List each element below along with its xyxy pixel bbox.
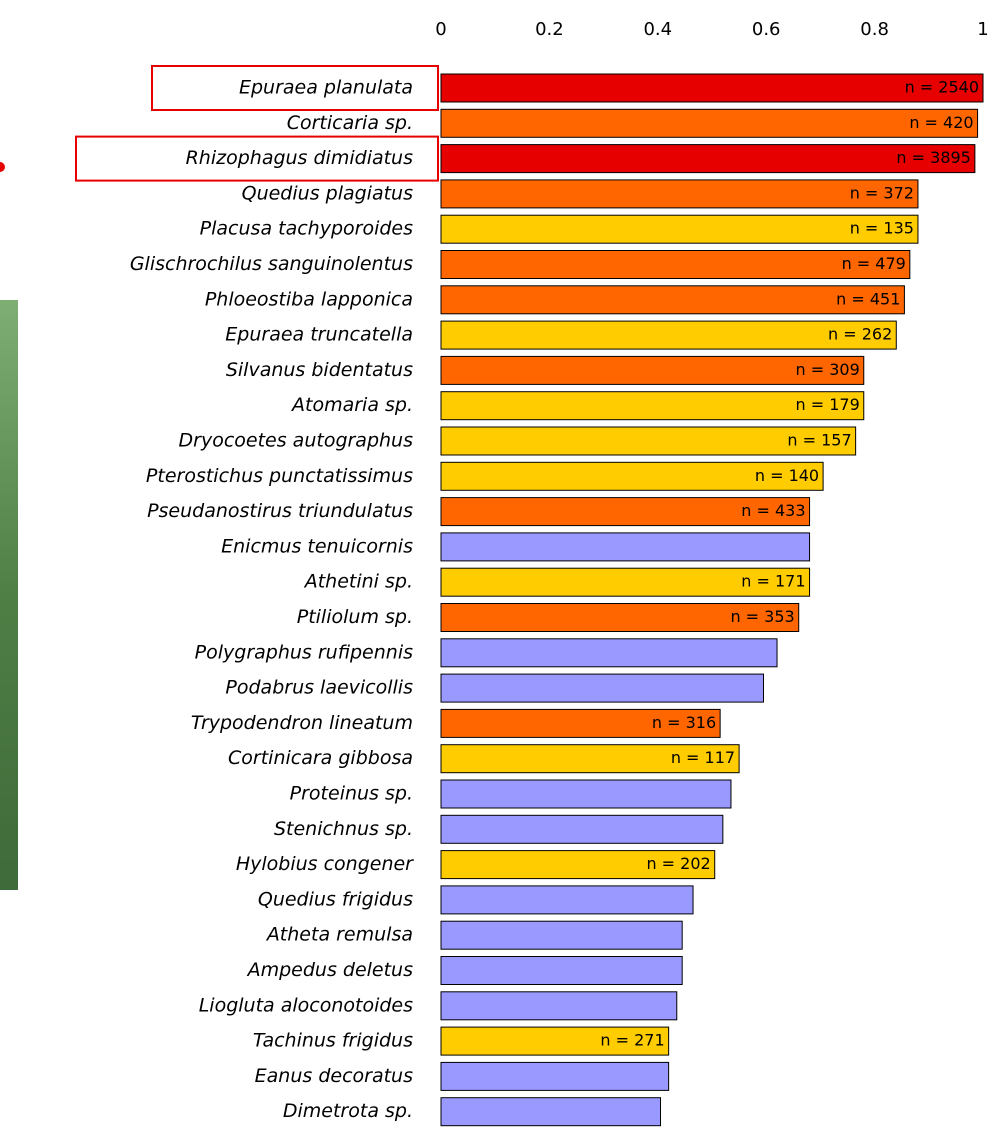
y-tick-label: Placusa tachyporoides bbox=[200, 218, 413, 240]
bar-annotation: n = 271 bbox=[600, 1031, 664, 1050]
bar bbox=[440, 920, 683, 950]
y-tick-label: Enicmus tenuicornis bbox=[221, 535, 413, 557]
bar bbox=[440, 355, 865, 385]
bar-annotation: n = 202 bbox=[646, 854, 710, 873]
y-tick-label: Pseudanostirus triundulatus bbox=[147, 500, 413, 522]
y-tick-label: Quedius plagiatus bbox=[242, 182, 413, 204]
bar-annotation: n = 451 bbox=[836, 289, 900, 308]
bar bbox=[440, 1026, 670, 1056]
y-tick-label: Polygraphus rufipennis bbox=[195, 641, 413, 663]
bar bbox=[440, 532, 811, 562]
x-tick-label: 0.2 bbox=[535, 19, 564, 40]
bar bbox=[440, 991, 678, 1021]
y-tick-label: Ptiliolum sp. bbox=[297, 606, 413, 628]
bar bbox=[440, 708, 721, 738]
y-tick-label: Athetini sp. bbox=[303, 571, 413, 593]
highlight-box bbox=[151, 65, 439, 111]
y-tick-label: Dryocoetes autographus bbox=[179, 430, 414, 452]
bar-annotation: n = 135 bbox=[850, 219, 914, 238]
bar-annotation: n = 117 bbox=[671, 748, 735, 767]
y-tick-label: Ampedus deletus bbox=[246, 959, 414, 981]
bar bbox=[440, 1061, 670, 1091]
bar bbox=[440, 285, 905, 315]
bar bbox=[440, 673, 764, 703]
y-tick-label: Epuraea truncatella bbox=[225, 324, 413, 346]
bar bbox=[440, 956, 683, 985]
highlight-box bbox=[75, 135, 439, 182]
marker-dot bbox=[0, 162, 5, 172]
bar-annotation: n = 171 bbox=[741, 572, 805, 591]
bar-annotation: n = 309 bbox=[795, 360, 859, 379]
y-tick-label: Cortinicara gibbosa bbox=[228, 747, 413, 769]
bar-annotation: n = 372 bbox=[850, 183, 914, 202]
bar-annotation: n = 420 bbox=[909, 113, 973, 132]
bar-annotation: n = 179 bbox=[795, 395, 859, 414]
bar bbox=[440, 391, 865, 421]
y-tick-label: Pterostichus punctatissimus bbox=[146, 465, 413, 487]
bar bbox=[440, 814, 724, 844]
bar bbox=[440, 850, 716, 880]
y-tick-label: Podabrus laevicollis bbox=[225, 677, 413, 699]
y-tick-label: Quedius frigidus bbox=[258, 888, 413, 910]
y-tick-label: Epuraea planulata bbox=[239, 77, 413, 99]
bar-annotation: n = 353 bbox=[730, 607, 794, 626]
bar bbox=[440, 250, 911, 279]
x-tick-label: 0.6 bbox=[752, 19, 781, 40]
bar bbox=[440, 461, 824, 491]
bar bbox=[440, 744, 740, 774]
y-tick-label: Phloeostiba lapponica bbox=[205, 288, 413, 310]
bar bbox=[440, 320, 897, 350]
bar bbox=[440, 73, 984, 103]
bar bbox=[440, 497, 811, 527]
bar-annotation: n = 140 bbox=[755, 466, 819, 485]
bar-annotation: n = 433 bbox=[741, 501, 805, 520]
bar-annotation: n = 479 bbox=[842, 254, 906, 273]
x-tick-label: 0.4 bbox=[643, 19, 672, 40]
x-tick-label: 0.8 bbox=[860, 19, 889, 40]
bar-annotation: n = 262 bbox=[828, 325, 892, 344]
y-tick-label: Rhizophagus dimidiatus bbox=[186, 147, 414, 169]
bar-annotation: n = 3895 bbox=[896, 148, 970, 167]
background-photo bbox=[0, 300, 18, 890]
y-tick-label: Tachinus frigidus bbox=[253, 1030, 413, 1052]
y-tick-label: Corticaria sp. bbox=[287, 112, 413, 134]
y-tick-label: Hylobius congener bbox=[236, 853, 414, 875]
bar bbox=[440, 885, 694, 915]
bar bbox=[440, 567, 811, 597]
bar-annotation: n = 2540 bbox=[905, 78, 979, 97]
bar bbox=[440, 214, 919, 244]
y-tick-label: Eanus decoratus bbox=[255, 1065, 413, 1087]
y-tick-label: Stenichnus sp. bbox=[274, 818, 413, 840]
y-tick-label: Atomaria sp. bbox=[290, 394, 413, 416]
y-tick-label: Liogluta aloconotoides bbox=[199, 994, 413, 1016]
bar bbox=[440, 603, 800, 632]
y-tick-label: Proteinus sp. bbox=[290, 783, 413, 805]
bar bbox=[440, 144, 976, 174]
y-tick-label: Atheta remulsa bbox=[265, 924, 413, 946]
bar-annotation: n = 316 bbox=[652, 713, 716, 732]
y-tick-label: Dimetrota sp. bbox=[283, 1100, 413, 1122]
bar bbox=[440, 1097, 662, 1127]
bar bbox=[440, 638, 778, 668]
y-tick-label: Glischrochilus sanguinolentus bbox=[130, 253, 413, 275]
y-tick-label: Silvanus bidentatus bbox=[226, 359, 413, 381]
bar bbox=[440, 179, 919, 209]
bar bbox=[440, 108, 979, 138]
y-tick-label: Trypodendron lineatum bbox=[191, 712, 413, 734]
bar-annotation: n = 157 bbox=[787, 431, 851, 450]
x-tick-label: 0 bbox=[435, 19, 446, 40]
bar bbox=[440, 426, 857, 456]
bar bbox=[440, 779, 732, 809]
x-tick-label: 1 bbox=[977, 19, 988, 40]
